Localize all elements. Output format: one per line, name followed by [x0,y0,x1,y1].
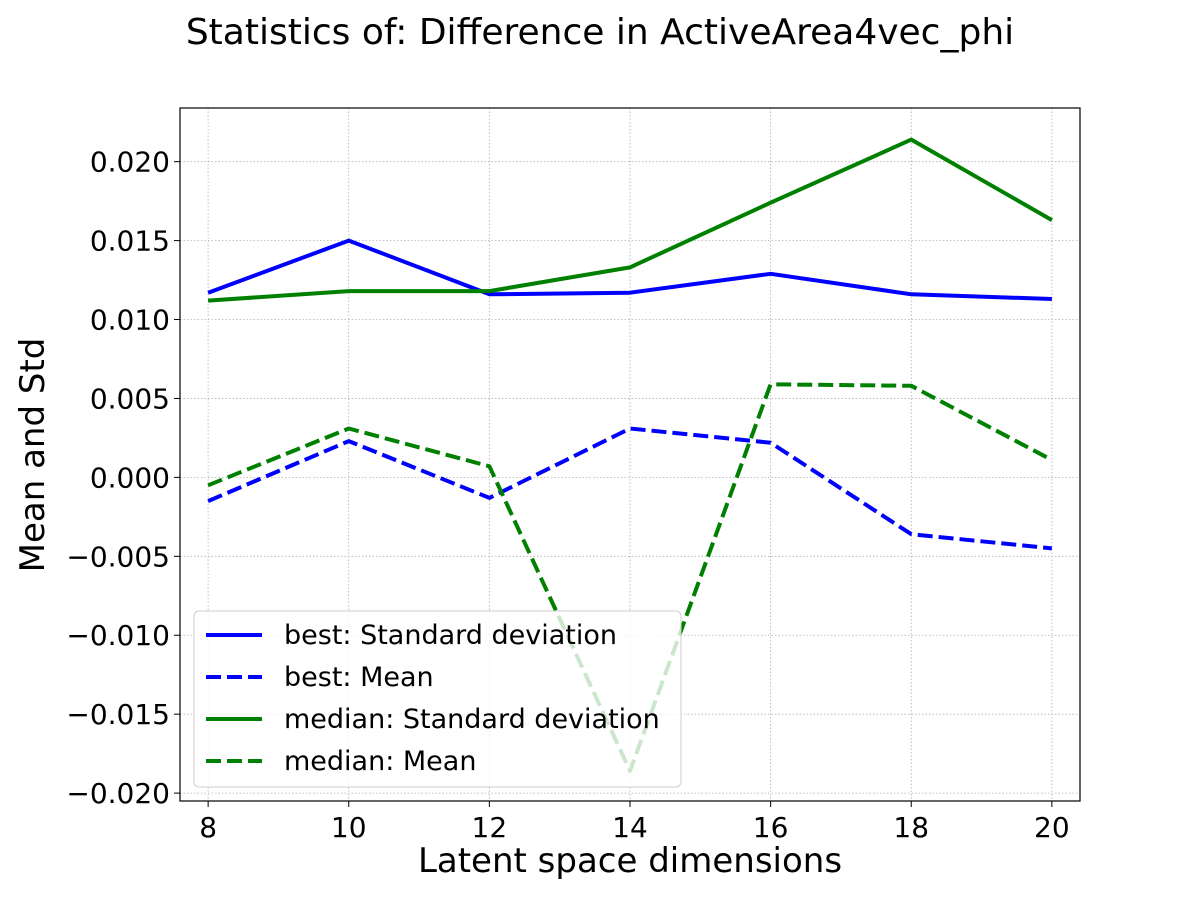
y-tick-label: −0.015 [66,698,170,731]
legend-label: median: Standard deviation [284,704,660,735]
legend-box [193,610,682,788]
x-tick-label: 18 [893,811,929,844]
x-tick-label: 14 [612,811,648,844]
y-tick-label: 0.020 [90,146,170,179]
x-tick-label: 10 [331,811,367,844]
y-tick-label: −0.010 [66,619,170,652]
axis-ticks: 8 10 12 14 16 18 20 −0.020 −0.015 −0.010 −0.005 0.0… [66,146,1069,844]
grid [180,108,1080,801]
y-tick-label: 0.005 [90,382,170,415]
legend-label: median: Mean [284,746,476,777]
chart-title: Statistics of: Difference in ActiveArea4… [185,12,1015,53]
x-tick-label: 16 [753,811,789,844]
y-axis-label: Mean and Std [13,338,53,573]
legend-label: best: Mean [284,662,434,693]
legend: best: Standard deviation best: Mean median… [193,610,682,788]
y-tick-label: −0.005 [66,540,170,573]
series-line-1 [207,238,1052,301]
y-tick-label: −0.020 [66,777,170,810]
x-tick-label: 12 [472,811,508,844]
y-tick-label: 0.000 [90,461,170,494]
series-line-2 [207,426,1053,551]
x-tick-label: 8 [199,811,217,844]
series-line-3 [207,137,1053,303]
x-tick-label: 20 [1034,811,1070,844]
x-axis-label: Latent space dimensions [418,841,842,881]
y-tick-label: 0.015 [90,225,170,258]
legend-label: best: Standard deviation [284,620,617,651]
y-tick-label: 0.010 [90,304,170,337]
